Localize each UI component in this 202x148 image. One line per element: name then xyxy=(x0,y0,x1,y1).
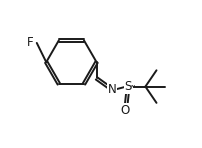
Text: N: N xyxy=(108,83,117,96)
Text: S: S xyxy=(125,80,132,93)
Text: ''': ''' xyxy=(131,84,136,90)
Text: O: O xyxy=(121,104,130,117)
Text: F: F xyxy=(27,36,34,49)
